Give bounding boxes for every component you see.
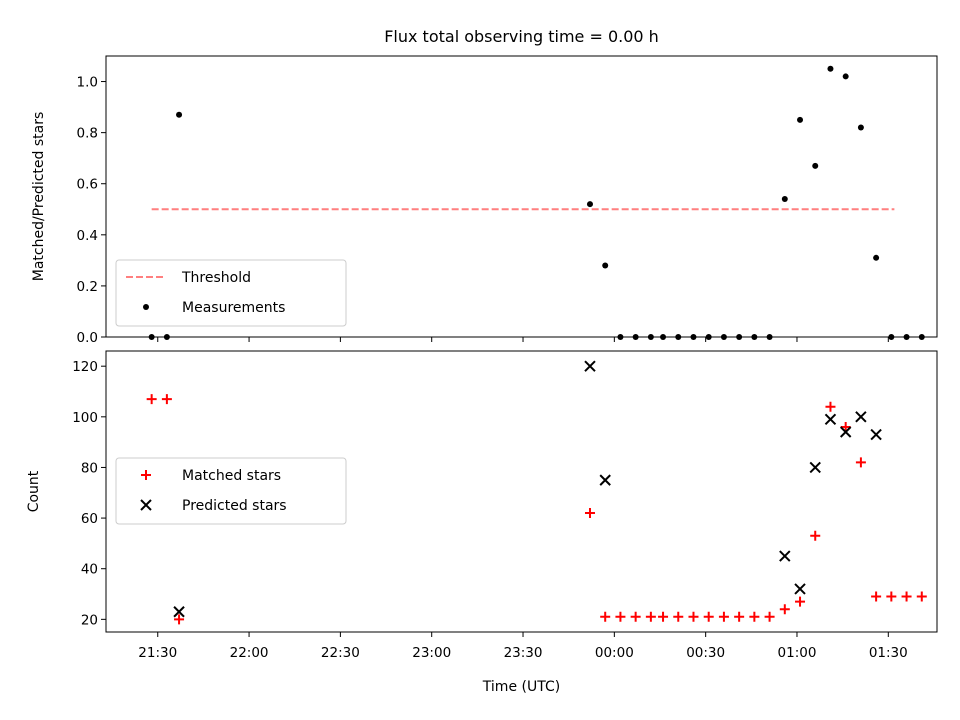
y-axis-label: Matched/Predicted stars bbox=[31, 112, 47, 282]
predicted-stars-point bbox=[855, 411, 867, 423]
y-tick-label: 40 bbox=[81, 562, 98, 578]
matched-stars-point bbox=[630, 611, 641, 622]
matched-stars-point bbox=[825, 401, 836, 412]
y-tick-label: 0.2 bbox=[77, 279, 98, 295]
x-tick-label: 21:30 bbox=[138, 645, 177, 661]
measurement-point bbox=[812, 162, 819, 169]
x-tick-label: 00:30 bbox=[686, 645, 725, 661]
predicted-stars-point bbox=[824, 413, 837, 426]
legend-box bbox=[115, 259, 347, 327]
matched-stars-point bbox=[703, 611, 714, 622]
matched-stars-point bbox=[174, 614, 185, 625]
measurement-point bbox=[797, 116, 804, 123]
x-tick-label: 23:30 bbox=[504, 645, 543, 661]
y-tick-label: 20 bbox=[81, 612, 98, 628]
matched-stars-point bbox=[764, 611, 775, 622]
matched-stars-point bbox=[901, 591, 912, 602]
matched-stars-point bbox=[810, 530, 821, 541]
matched-stars-point bbox=[855, 457, 866, 468]
matched-stars-point bbox=[688, 611, 699, 622]
measurement-point bbox=[781, 196, 788, 203]
plot-frame bbox=[105, 350, 938, 633]
y-tick-label: 80 bbox=[81, 460, 98, 476]
legend-measurements-swatch bbox=[143, 304, 149, 310]
matched-stars-point bbox=[886, 591, 897, 602]
x-axis-label: Time (UTC) bbox=[482, 679, 560, 695]
matched-stars-point bbox=[779, 604, 790, 615]
y-tick-label: 0.4 bbox=[77, 228, 98, 244]
legend-box bbox=[115, 457, 347, 525]
measurement-point bbox=[857, 124, 864, 131]
predicted-stars-point bbox=[173, 606, 185, 618]
x-tick-label: 01:30 bbox=[869, 645, 908, 661]
y-tick-label: 60 bbox=[81, 511, 98, 527]
measurement-point bbox=[842, 73, 849, 80]
matched-stars-point bbox=[615, 611, 626, 622]
predicted-stars-point bbox=[599, 474, 611, 486]
matched-stars-point bbox=[718, 611, 729, 622]
matched-stars-point bbox=[645, 611, 656, 622]
legend-label: Matched stars bbox=[182, 468, 281, 484]
x-tick-label: 01:00 bbox=[778, 645, 817, 661]
top-axes: Flux total observing time = 0.00 h 0.0 0.2… bbox=[31, 27, 938, 346]
legend-matched-swatch bbox=[141, 470, 151, 480]
y-tick-label: 0.8 bbox=[77, 126, 98, 142]
y-tick-label: 0.6 bbox=[77, 177, 98, 193]
plot-frame bbox=[105, 55, 938, 338]
bottom-axes: 20 40 60 80 100 120 21:30 22:00 22:30 23:00 23:30 0… bbox=[26, 350, 938, 695]
legend-label: Measurements bbox=[182, 300, 285, 316]
measurement-point bbox=[873, 254, 880, 261]
x-tick-label: 22:00 bbox=[230, 645, 269, 661]
matched-stars-point bbox=[840, 421, 851, 432]
y-tick-label: 100 bbox=[72, 410, 98, 426]
measurement-point bbox=[602, 262, 609, 269]
x-tick-label: 00:00 bbox=[595, 645, 634, 661]
measurement-point bbox=[586, 201, 593, 208]
matched-stars-point bbox=[916, 591, 927, 602]
matched-stars-point bbox=[584, 508, 595, 519]
y-tick-label: 120 bbox=[72, 359, 98, 375]
matched-stars-point bbox=[871, 591, 882, 602]
predicted-stars-point bbox=[809, 461, 821, 474]
x-tick-label: 22:30 bbox=[321, 645, 360, 661]
predicted-stars-point bbox=[794, 583, 806, 595]
matched-stars-point bbox=[749, 611, 760, 622]
legend-label: Threshold bbox=[181, 270, 251, 286]
measurement-point bbox=[176, 111, 183, 118]
predicted-stars-point bbox=[584, 360, 596, 372]
legend-label: Predicted stars bbox=[182, 498, 287, 514]
chart-title: Flux total observing time = 0.00 h bbox=[384, 27, 659, 46]
y-tick-label: 1.0 bbox=[77, 75, 98, 91]
matched-stars-point bbox=[658, 611, 669, 622]
predicted-stars-point bbox=[839, 426, 852, 438]
matched-stars-point bbox=[161, 394, 172, 405]
matched-stars-point bbox=[734, 611, 745, 622]
legend-predicted-swatch bbox=[140, 499, 152, 511]
matched-stars-point bbox=[795, 596, 806, 607]
predicted-stars-point bbox=[779, 550, 791, 562]
matched-stars-point bbox=[600, 611, 611, 622]
y-tick-label: 0.0 bbox=[77, 330, 98, 346]
y-axis-label: Count bbox=[26, 470, 42, 512]
measurement-point bbox=[827, 65, 834, 72]
x-tick-label: 23:00 bbox=[412, 645, 451, 661]
matched-stars-point bbox=[146, 394, 157, 405]
predicted-stars-point bbox=[870, 428, 882, 441]
matched-stars-point bbox=[673, 611, 684, 622]
